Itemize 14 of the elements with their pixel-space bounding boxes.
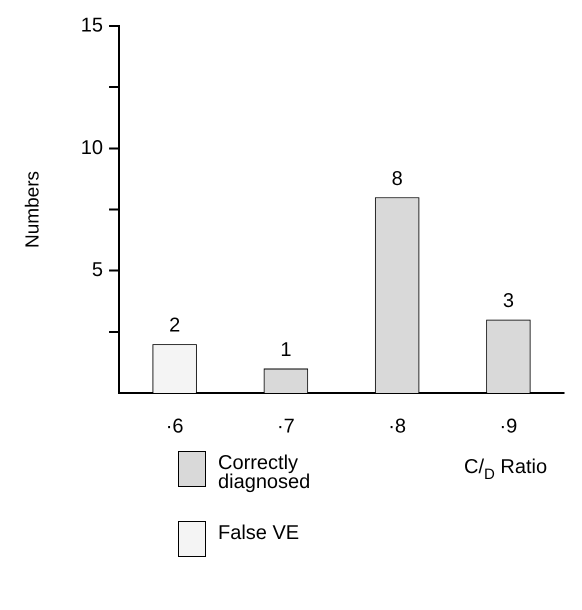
legend-label: False VE bbox=[218, 522, 300, 544]
legend-label: Correctly diagnosed bbox=[218, 452, 310, 493]
data-label: 2 bbox=[169, 314, 180, 337]
y-tick-label: 10 bbox=[80, 136, 104, 159]
data-label: 3 bbox=[502, 290, 514, 312]
x-tick-label: ·9 bbox=[499, 416, 518, 438]
data-label: 1 bbox=[280, 339, 292, 362]
x-tick-label: ·8 bbox=[388, 416, 406, 438]
y-tick-label: 15 bbox=[80, 14, 104, 37]
y-tick-label: 5 bbox=[92, 259, 104, 282]
x-tick-label: ·6 bbox=[166, 416, 184, 438]
x-tick-label: ·7 bbox=[277, 416, 295, 438]
y-axis-title: Numbers bbox=[22, 170, 44, 248]
data-label: 8 bbox=[392, 168, 403, 190]
